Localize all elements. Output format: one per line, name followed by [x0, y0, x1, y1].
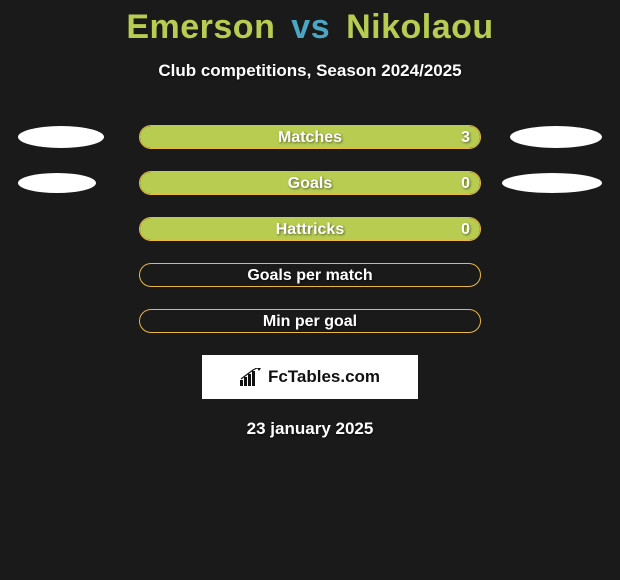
- stat-label: Matches: [140, 126, 480, 148]
- stat-value-right: 3: [461, 126, 470, 149]
- right-ellipse: [510, 126, 602, 148]
- logo-text: FcTables.com: [268, 367, 380, 387]
- comparison-row: Goals per match: [0, 263, 620, 287]
- left-ellipse: [18, 173, 96, 193]
- right-ellipse: [502, 173, 602, 193]
- stat-pill: Min per goal: [139, 309, 481, 333]
- stat-label: Goals per match: [140, 264, 480, 286]
- title-player2: Nikolaou: [346, 8, 494, 46]
- stat-label: Hattricks: [140, 218, 480, 240]
- date-label: 23 january 2025: [0, 419, 620, 439]
- subtitle: Club competitions, Season 2024/2025: [0, 61, 620, 81]
- stat-label: Goals: [140, 172, 480, 194]
- chart-icon: [240, 368, 262, 386]
- comparison-row: Hattricks0: [0, 217, 620, 241]
- comparison-rows: Matches3Goals0Hattricks0Goals per matchM…: [0, 125, 620, 333]
- logo-box: FcTables.com: [202, 355, 418, 399]
- title-vs: vs: [285, 8, 336, 46]
- stat-pill: Matches3: [139, 125, 481, 149]
- stat-value-right: 0: [461, 218, 470, 241]
- comparison-row: Goals0: [0, 171, 620, 195]
- stat-value-right: 0: [461, 172, 470, 195]
- title-player1: Emerson: [126, 8, 275, 46]
- stat-pill: Hattricks0: [139, 217, 481, 241]
- comparison-row: Matches3: [0, 125, 620, 149]
- stat-pill: Goals per match: [139, 263, 481, 287]
- stat-label: Min per goal: [140, 310, 480, 332]
- page-title: Emerson vs Nikolaou: [0, 0, 620, 47]
- comparison-row: Min per goal: [0, 309, 620, 333]
- stat-pill: Goals0: [139, 171, 481, 195]
- left-ellipse: [18, 126, 104, 148]
